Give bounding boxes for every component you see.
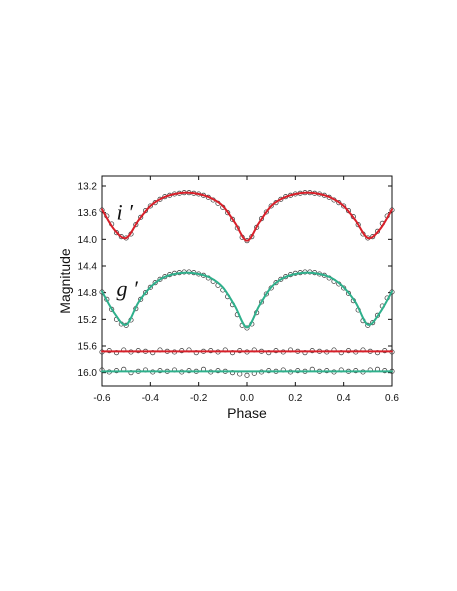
- data-point: [273, 280, 279, 286]
- series-line-1: [101, 271, 393, 329]
- data-point: [341, 203, 347, 209]
- x-tick-label: -0.2: [190, 393, 208, 404]
- data-point: [142, 290, 149, 296]
- data-point: [268, 203, 274, 209]
- y-tick-label: 13.6: [78, 208, 98, 219]
- data-point: [370, 234, 376, 240]
- series-line-0: [101, 191, 393, 242]
- data-point: [113, 230, 120, 236]
- data-point: [152, 280, 158, 286]
- data-point: [244, 372, 250, 378]
- x-tick-label: 0.0: [240, 393, 254, 404]
- observation-set-0: [99, 190, 395, 244]
- data-point: [229, 216, 236, 222]
- x-axis-title: Phase: [227, 405, 267, 421]
- data-point: [99, 289, 105, 295]
- data-point: [244, 238, 250, 244]
- y-tick-label: 14.4: [78, 262, 98, 273]
- data-point: [138, 296, 144, 302]
- x-tick-label: 0.2: [288, 393, 302, 404]
- data-point: [345, 290, 352, 296]
- data-point: [263, 209, 269, 215]
- y-tick-label: 15.6: [78, 342, 98, 353]
- data-point: [99, 207, 105, 213]
- data-point: [268, 285, 274, 291]
- data-point: [389, 289, 395, 295]
- data-point: [263, 291, 269, 297]
- x-tick-label: -0.6: [93, 393, 111, 404]
- data-point: [237, 371, 243, 377]
- data-point: [147, 284, 153, 290]
- data-point: [147, 203, 153, 209]
- data-point: [244, 325, 250, 331]
- data-point: [370, 320, 376, 326]
- tick-labels: -0.6 -0.4 -0.2 0.0 0.2 0.4 0.6 13.2 13.6 14.0 14.4…: [78, 182, 400, 405]
- data-point: [133, 222, 139, 228]
- band-label-1: g ′: [117, 276, 140, 301]
- x-tick-label: 0.6: [385, 393, 399, 404]
- data-point: [355, 222, 361, 228]
- y-tick-label: 15.2: [78, 315, 98, 326]
- data-point: [118, 234, 124, 240]
- data-point: [157, 196, 163, 202]
- data-point: [258, 299, 265, 305]
- data-point: [157, 276, 163, 282]
- observation-set-1: [99, 269, 395, 331]
- y-tick-label: 13.2: [78, 182, 98, 193]
- y-tick-label: 14.0: [78, 235, 98, 246]
- y-axis-title: Magnitude: [57, 248, 73, 314]
- data-point: [389, 207, 395, 213]
- y-tick-label: 16.0: [78, 368, 98, 379]
- observation-points: [99, 190, 395, 378]
- data-point: [341, 285, 347, 291]
- y-tick-label: 14.8: [78, 288, 98, 299]
- band-annotations: i ′ g ′: [117, 199, 140, 301]
- data-point: [138, 214, 144, 220]
- x-tick-label: 0.4: [337, 393, 351, 404]
- band-label-0: i ′: [117, 199, 135, 224]
- data-point: [278, 276, 284, 282]
- model-curves: [101, 191, 393, 373]
- x-tick-label: -0.4: [142, 393, 160, 404]
